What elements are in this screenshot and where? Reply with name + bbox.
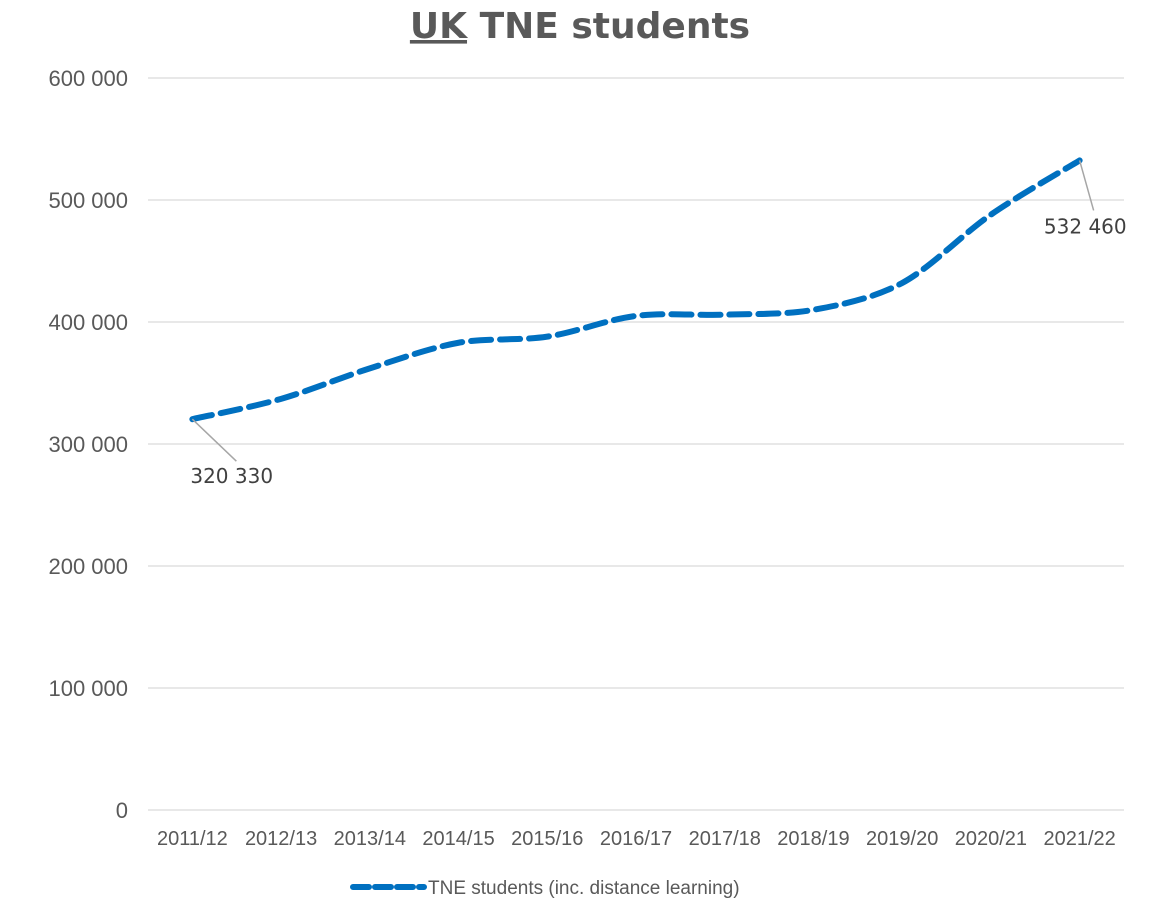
x-tick-label: 2016/17 [600,828,672,850]
x-tick-label: 2017/18 [689,828,761,850]
x-tick-label: 2012/13 [245,828,317,850]
legend-label: TNE students (inc. distance learning) [428,878,740,899]
x-tick-label: 2014/15 [422,828,494,850]
y-tick-label: 200 000 [48,554,128,579]
y-axis-tick-labels: 0 100 000 200 000 300 000 400 000 500 000 600 … [48,66,128,823]
x-tick-label: 2021/22 [1043,828,1115,850]
y-tick-label: 400 000 [48,310,128,335]
data-label-leader [1078,160,1095,211]
series-lines [189,157,1083,423]
chart-title-underlined: UK [410,6,468,47]
y-tick-label: 500 000 [48,188,128,213]
gridlines [148,77,1124,811]
y-tick-label: 100 000 [48,676,128,701]
x-tick-label: 2018/19 [777,828,849,850]
y-tick-label: 0 [116,798,128,823]
y-tick-label: 600 000 [48,66,128,91]
data-label: 320 330 [190,464,273,488]
x-tick-label: 2011/12 [157,828,228,850]
x-tick-label: 2015/16 [511,828,583,850]
series-line [189,157,1083,423]
chart-title: UK TNE students [410,6,750,47]
x-tick-label: 2019/20 [866,828,938,850]
data-label-leader [191,418,237,462]
x-tick-label: 2013/14 [334,828,406,850]
chart-title-rest: TNE students [467,6,750,47]
data-label: 532 460 [1044,214,1127,238]
x-axis-tick-labels: 2011/12 2012/13 2013/14 2014/15 2015/16 2016/… [157,828,1116,850]
data-labels: 320 330 532 460 [190,160,1127,488]
x-tick-label: 2020/21 [955,828,1027,850]
legend: TNE students (inc. distance learning) [350,878,740,899]
y-tick-label: 300 000 [48,432,128,457]
